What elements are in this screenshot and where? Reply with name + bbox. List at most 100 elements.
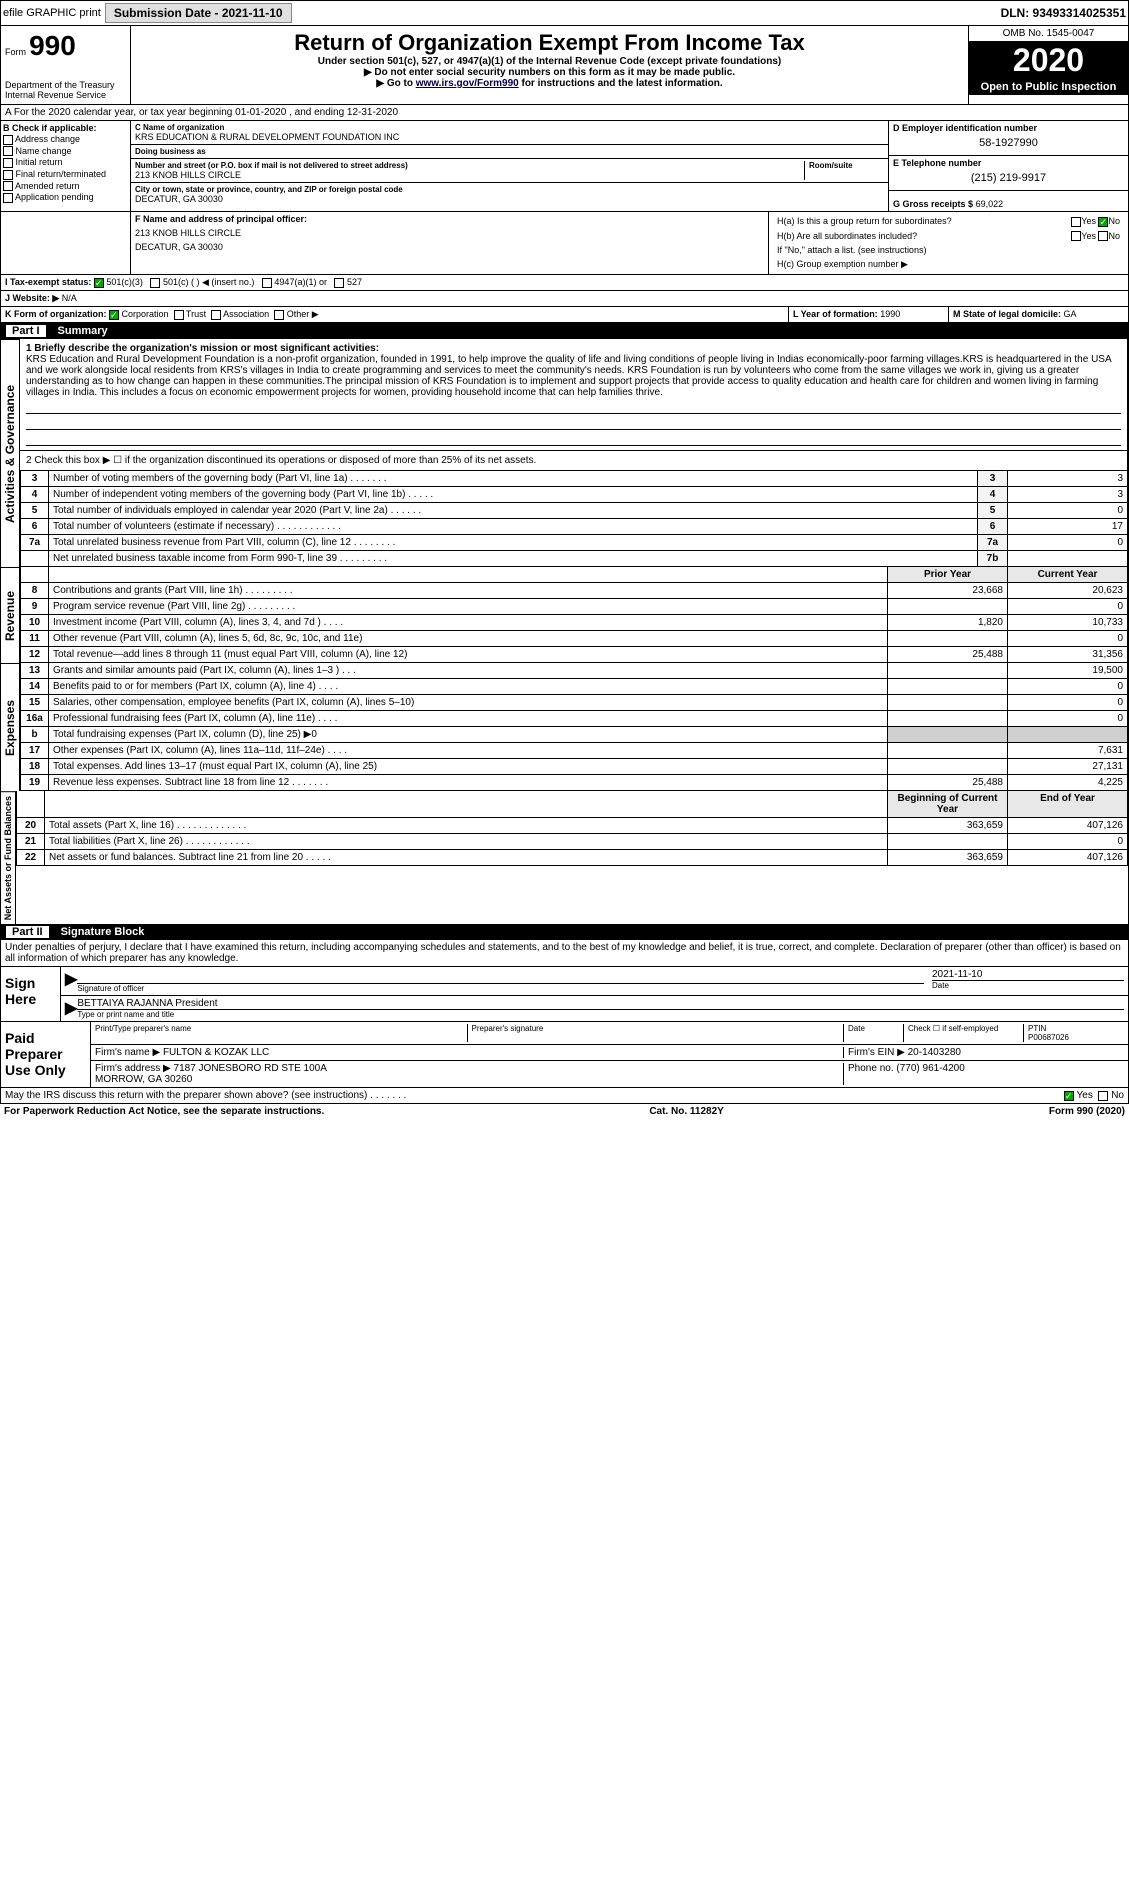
- section-klm: K Form of organization: Corporation Trus…: [0, 307, 1129, 323]
- table-row: 15Salaries, other compensation, employee…: [21, 695, 1128, 711]
- part1-body: Activities & Governance 1 Briefly descri…: [0, 339, 1129, 567]
- hc-label: H(c) Group exemption number ▶: [773, 257, 1124, 272]
- ein-value: 58-1927990: [893, 133, 1124, 153]
- form-header: Form 990 Department of the Treasury Inte…: [0, 26, 1129, 105]
- prep-sig-label: Preparer's signature: [468, 1024, 845, 1042]
- part2-label: Part II: [6, 926, 49, 938]
- assoc-check[interactable]: [211, 310, 221, 320]
- addr-label: Number and street (or P.O. box if mail i…: [135, 161, 804, 170]
- prep-name-label: Print/Type preparer's name: [95, 1024, 468, 1042]
- net-table: Beginning of Current YearEnd of Year 20T…: [16, 791, 1128, 866]
- discuss-yes-check[interactable]: [1064, 1091, 1074, 1101]
- check-amended-return[interactable]: Amended return: [3, 181, 128, 192]
- officer-addr1: 213 KNOB HILLS CIRCLE: [135, 224, 764, 242]
- mission-text: KRS Education and Rural Development Foun…: [26, 354, 1121, 398]
- footer-left: For Paperwork Reduction Act Notice, see …: [4, 1106, 324, 1117]
- table-row: 12Total revenue—add lines 8 through 11 (…: [21, 647, 1128, 663]
- year-cell: OMB No. 1545-0047 2020 Open to Public In…: [968, 26, 1128, 104]
- sig-date-label: Date: [932, 980, 1124, 990]
- addr-value: 213 KNOB HILLS CIRCLE: [135, 170, 804, 180]
- table-row: 5Total number of individuals employed in…: [21, 503, 1128, 519]
- ha-yes-check[interactable]: [1071, 217, 1081, 227]
- check-final-return[interactable]: Final return/terminated: [3, 169, 128, 180]
- firm-ein-label: Firm's EIN ▶: [848, 1047, 905, 1058]
- gross-label: G Gross receipts $: [893, 199, 973, 209]
- officer-title-label: Type or print name and title: [77, 1009, 1124, 1019]
- mission-block: 1 Briefly describe the organization's mi…: [20, 339, 1128, 451]
- table-row: 22Net assets or fund balances. Subtract …: [17, 850, 1128, 866]
- section-ij: I Tax-exempt status: 501(c)(3) 501(c) ( …: [0, 275, 1129, 291]
- sidebar-expenses: Expenses: [0, 663, 20, 791]
- check-initial-return[interactable]: Initial return: [3, 157, 128, 168]
- hb-no-check[interactable]: [1098, 231, 1108, 241]
- line2: 2 Check this box ▶ ☐ if the organization…: [20, 451, 1128, 471]
- website-label: J Website: ▶: [5, 293, 59, 303]
- box-m: M State of legal domicile: GA: [948, 307, 1128, 322]
- firm-name: FULTON & KOZAK LLC: [163, 1047, 269, 1058]
- table-row: 7aTotal unrelated business revenue from …: [21, 535, 1128, 551]
- dln-label: DLN: 93493314025351: [1001, 6, 1126, 20]
- revenue-table: Prior YearCurrent Year 8Contributions an…: [20, 567, 1128, 663]
- ha-label: H(a) Is this a group return for subordin…: [777, 216, 952, 227]
- submission-date-button[interactable]: Submission Date - 2021-11-10: [105, 3, 292, 23]
- ptin-value: P00687026: [1028, 1033, 1069, 1042]
- discuss-no-check[interactable]: [1098, 1091, 1108, 1101]
- footer-right: Form 990 (2020): [1049, 1106, 1125, 1117]
- ein-label: D Employer identification number: [893, 123, 1124, 133]
- other-check[interactable]: [274, 310, 284, 320]
- begin-year-hdr: Beginning of Current Year: [888, 791, 1008, 818]
- irs-link[interactable]: www.irs.gov/Form990: [416, 78, 519, 89]
- check-application-pending[interactable]: Application pending: [3, 192, 128, 203]
- website-value: N/A: [62, 293, 77, 303]
- part1-title: Summary: [58, 325, 108, 337]
- tax-status-label: I Tax-exempt status:: [5, 277, 91, 287]
- prep-date-label: Date: [844, 1024, 904, 1042]
- paid-preparer-block: Paid Preparer Use Only Print/Type prepar…: [0, 1022, 1129, 1088]
- form-title: Return of Organization Exempt From Incom…: [135, 30, 964, 56]
- current-year-hdr: Current Year: [1008, 567, 1128, 583]
- table-row: 13Grants and similar amounts paid (Part …: [21, 663, 1128, 679]
- firm-addr-label: Firm's address ▶: [95, 1063, 171, 1074]
- expenses-body: Expenses 13Grants and similar amounts pa…: [0, 663, 1129, 791]
- form-number-cell: Form 990 Department of the Treasury Inte…: [1, 26, 131, 104]
- hb-label: H(b) Are all subordinates included?: [777, 231, 917, 242]
- box-b-label: B Check if applicable:: [3, 123, 128, 133]
- phone-label: E Telephone number: [893, 158, 1124, 168]
- ssn-note: ▶ Do not enter social security numbers o…: [135, 67, 964, 78]
- gross-value: 69,022: [976, 199, 1004, 209]
- prior-year-hdr: Prior Year: [888, 567, 1008, 583]
- trust-check[interactable]: [174, 310, 184, 320]
- ha-no-check[interactable]: [1098, 217, 1108, 227]
- corp-check[interactable]: [109, 310, 119, 320]
- table-row: 8Contributions and grants (Part VIII, li…: [21, 583, 1128, 599]
- table-row: 16aProfessional fundraising fees (Part I…: [21, 711, 1128, 727]
- discuss-row: May the IRS discuss this return with the…: [0, 1088, 1129, 1104]
- check-name-change[interactable]: Name change: [3, 146, 128, 157]
- hb-yes-check[interactable]: [1071, 231, 1081, 241]
- box-b: B Check if applicable: Address change Na…: [1, 121, 131, 211]
- 501c3-check[interactable]: [94, 278, 104, 288]
- 501c-check[interactable]: [150, 278, 160, 288]
- table-row: 18Total expenses. Add lines 13–17 (must …: [21, 759, 1128, 775]
- section-bcd: B Check if applicable: Address change Na…: [0, 121, 1129, 212]
- table-row: 3Number of voting members of the governi…: [21, 471, 1128, 487]
- table-row: 20Total assets (Part X, line 16) . . . .…: [17, 818, 1128, 834]
- table-row: 4Number of independent voting members of…: [21, 487, 1128, 503]
- box-i: I Tax-exempt status: 501(c)(3) 501(c) ( …: [1, 275, 1128, 290]
- 527-check[interactable]: [334, 278, 344, 288]
- table-row: 21Total liabilities (Part X, line 26) . …: [17, 834, 1128, 850]
- officer-label: F Name and address of principal officer:: [135, 214, 764, 224]
- prep-check-label: Check ☐ if self-employed: [904, 1024, 1024, 1042]
- firm-phone-label: Phone no.: [848, 1063, 894, 1074]
- link-note: ▶ Go to www.irs.gov/Form990 for instruct…: [135, 78, 964, 89]
- check-address-change[interactable]: Address change: [3, 134, 128, 145]
- form-subtitle: Under section 501(c), 527, or 4947(a)(1)…: [135, 56, 964, 67]
- 4947-check[interactable]: [262, 278, 272, 288]
- dept-label: Department of the Treasury Internal Reve…: [5, 80, 126, 100]
- phone-value: (215) 219-9917: [893, 168, 1124, 188]
- arrow-icon: ▶: [65, 969, 77, 993]
- revenue-body: Revenue Prior YearCurrent Year 8Contribu…: [0, 567, 1129, 663]
- omb-label: OMB No. 1545-0047: [969, 26, 1128, 42]
- box-f: F Name and address of principal officer:…: [131, 212, 768, 274]
- net-body: Net Assets or Fund Balances Beginning of…: [0, 791, 1129, 924]
